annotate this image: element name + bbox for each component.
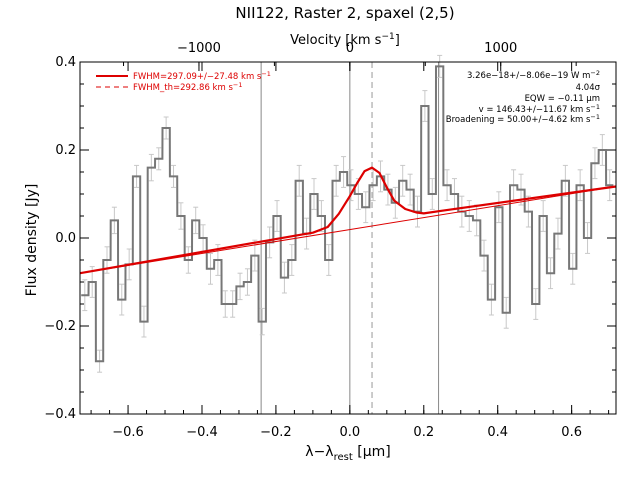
annotation-sigma: 4.04σ xyxy=(576,83,601,93)
top-tick-label: 1000 xyxy=(484,41,517,56)
top-tick-label: −1000 xyxy=(177,41,221,56)
fit-layer xyxy=(79,166,617,275)
y-tick-label: −0.2 xyxy=(44,319,76,334)
y-tick-label: 0.0 xyxy=(55,231,76,246)
fit-annotations: 3.26e−18+/−8.06e−19 W m−2 4.04σ EQW = −0… xyxy=(446,69,601,125)
chart-title: NII122, Raster 2, spaxel (2,5) xyxy=(235,4,454,22)
continuum-line xyxy=(79,186,617,274)
top-axis-label: Velocity [km s−1] xyxy=(290,32,400,48)
spectrum-histogram xyxy=(81,65,614,363)
annotation-flux: 3.26e−18+/−8.06e−19 W m−2 xyxy=(467,69,600,81)
x-tick-label: −0.2 xyxy=(260,425,292,440)
annotation-broadening: Broadening = 50.00+/−4.62 km s−1 xyxy=(446,113,600,125)
x-tick-label: −0.6 xyxy=(112,425,144,440)
x-tick-label: 0.0 xyxy=(340,425,361,440)
annotation-eqw: EQW = −0.11 μm xyxy=(525,94,600,104)
x-tick-label: −0.4 xyxy=(186,425,218,440)
top-tick-label: 0 xyxy=(346,41,354,56)
annotation-velocity: v = 146.43+/−11.67 km s−1 xyxy=(479,103,600,115)
gaussian-fit-line xyxy=(79,166,617,275)
legend-label-fwhm-th: FWHM_th=292.86 km s−1 xyxy=(133,81,242,93)
x-axis-label: λ−λrest [μm] xyxy=(305,444,390,463)
y-tick-label: −0.4 xyxy=(44,407,76,422)
legend: FWHM=297.09+/−27.48 km s−1 FWHM_th=292.8… xyxy=(96,70,271,93)
y-tick-label: 0.2 xyxy=(55,143,76,158)
x-tick-label: 0.2 xyxy=(413,425,434,440)
x-tick-label: 0.4 xyxy=(487,425,508,440)
y-tick-label: 0.4 xyxy=(55,55,76,70)
reference-lines xyxy=(260,62,440,414)
y-axis-label: Flux density [Jy] xyxy=(24,184,40,297)
legend-label-fwhm: FWHM=297.09+/−27.48 km s−1 xyxy=(133,70,271,82)
x-tick-label: 0.6 xyxy=(561,425,582,440)
axes: −0.6 −0.4 −0.2 0.0 0.2 0.4 0.6 −0.4 −0.2 0.0 0.2 0.… xyxy=(44,41,617,440)
